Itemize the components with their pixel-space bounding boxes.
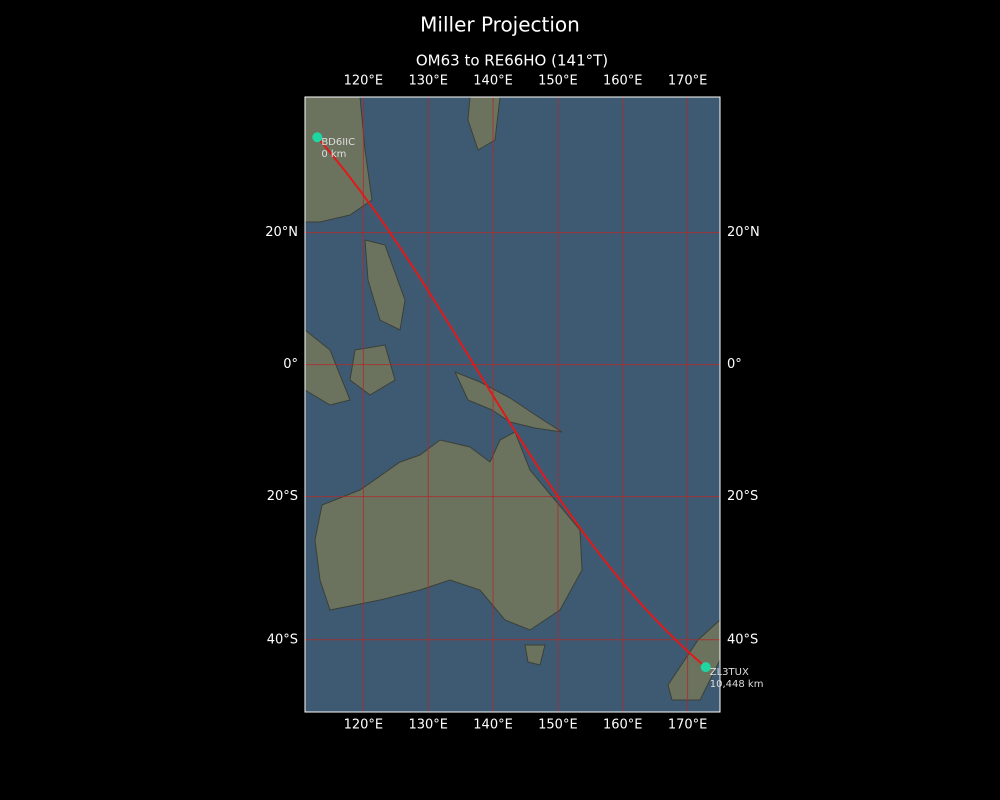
- route-layer: [312, 132, 711, 673]
- y-tick-label-left: 20°N: [265, 225, 298, 240]
- x-tick-label-bottom: 170°E: [668, 718, 708, 733]
- y-tick-label-right: 20°S: [727, 489, 758, 504]
- x-tick-label-bottom: 160°E: [603, 718, 643, 733]
- map-subtitle: OM63 to RE66HO (141°T): [416, 52, 608, 70]
- grid: [305, 97, 720, 712]
- land-asia: [304, 96, 373, 223]
- x-tick-label-bottom: 120°E: [344, 718, 384, 733]
- route-line: [316, 136, 707, 668]
- land-borneo: [349, 344, 396, 396]
- x-tick-label-bottom: 130°E: [408, 718, 448, 733]
- y-tick-label-right: 20°N: [727, 225, 760, 240]
- x-tick-label-top: 150°E: [538, 74, 578, 89]
- x-tick-label-top: 130°E: [408, 74, 448, 89]
- y-tick-label-right: 0°: [727, 357, 742, 372]
- land-tasmania: [524, 644, 546, 666]
- land: [304, 96, 721, 701]
- x-tick-label-top: 160°E: [603, 74, 643, 89]
- station-marker: [312, 132, 323, 143]
- y-tick-label-right: 40°S: [727, 632, 758, 647]
- x-tick-label-top: 140°E: [473, 74, 513, 89]
- station-distance: 0 km: [321, 149, 346, 160]
- station-distance: 10,448 km: [710, 679, 764, 690]
- station-name: ZL3TUX: [710, 667, 749, 678]
- x-tick-label-top: 120°E: [344, 74, 384, 89]
- land-new-guinea: [454, 371, 563, 433]
- map-area: [304, 96, 721, 713]
- y-tick-label-left: 40°S: [267, 632, 298, 647]
- map-title: Miller Projection: [420, 13, 580, 37]
- land-australia: [314, 431, 583, 631]
- y-tick-label-left: 0°: [283, 357, 298, 372]
- station-marker: [700, 662, 711, 673]
- land-philippines: [364, 239, 406, 331]
- x-tick-label-top: 170°E: [668, 74, 708, 89]
- station-name: BD6IIC: [321, 137, 355, 148]
- x-tick-label-bottom: 150°E: [538, 718, 578, 733]
- map-frame: [304, 96, 721, 713]
- y-tick-label-left: 20°S: [267, 489, 298, 504]
- x-tick-label-bottom: 140°E: [473, 718, 513, 733]
